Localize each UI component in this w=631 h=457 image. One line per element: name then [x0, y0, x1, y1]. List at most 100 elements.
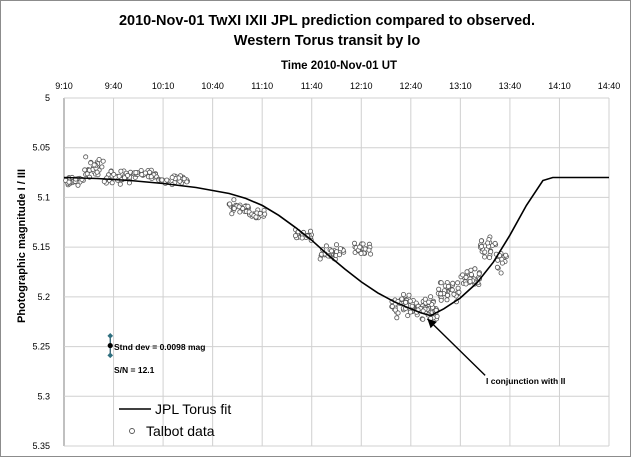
- tick-labels: 9:10 9:40 10:10 10:40 11:10 11:40 12:10 12:40 13…: [32, 81, 620, 451]
- data-point: [395, 310, 401, 316]
- data-point: [405, 313, 411, 319]
- data-point: [231, 197, 237, 203]
- data-point: [503, 252, 509, 258]
- data-point: [111, 171, 117, 177]
- data-point: [96, 156, 102, 162]
- data-points: [63, 154, 509, 322]
- data-point: [456, 289, 462, 295]
- y-tick-label: 5.05: [32, 143, 50, 153]
- x-tick-label: 13:10: [449, 81, 472, 91]
- data-point: [237, 209, 243, 215]
- data-point: [366, 247, 372, 253]
- data-point: [394, 315, 400, 321]
- x-tick-label: 9:10: [55, 81, 73, 91]
- data-point: [117, 181, 123, 187]
- x-tick-label: 14:10: [548, 81, 571, 91]
- data-point: [126, 180, 132, 186]
- data-point: [82, 167, 88, 173]
- data-point: [445, 283, 451, 289]
- data-point: [358, 250, 364, 256]
- arrow-shaft: [426, 318, 486, 376]
- data-point: [488, 249, 494, 255]
- data-point: [357, 244, 363, 250]
- x-tick-label: 11:10: [251, 81, 273, 91]
- x-tick-label: 12:10: [350, 81, 373, 91]
- data-point: [407, 309, 413, 315]
- data-point: [94, 169, 100, 175]
- data-point: [455, 285, 461, 291]
- x-tick-label: 13:40: [499, 81, 522, 91]
- data-point: [333, 242, 339, 248]
- data-point: [438, 291, 444, 297]
- data-point: [116, 173, 122, 179]
- data-point: [253, 214, 259, 220]
- data-point: [478, 243, 484, 249]
- legend-label-data: Talbot data: [146, 423, 215, 439]
- data-point: [118, 168, 124, 174]
- data-point: [108, 168, 114, 174]
- data-point: [262, 211, 268, 217]
- data-point: [148, 174, 154, 180]
- data-point: [460, 272, 466, 278]
- data-point: [99, 164, 105, 170]
- y-tick-label: 5.15: [32, 242, 50, 252]
- error-bar-cap-bottom: [107, 352, 114, 359]
- data-point: [337, 246, 343, 252]
- data-point: [436, 286, 442, 292]
- data-point: [498, 270, 504, 276]
- data-point: [360, 241, 366, 247]
- data-point: [231, 205, 237, 211]
- data-point: [455, 280, 461, 286]
- data-point: [159, 177, 165, 183]
- data-point: [368, 251, 374, 257]
- chart-title: 2010-Nov-01 TwXI IXII JPL prediction com…: [119, 13, 535, 29]
- data-point: [428, 294, 434, 300]
- error-bar-center: [107, 342, 113, 349]
- data-point: [467, 278, 473, 284]
- x-tick-label: 10:40: [201, 81, 224, 91]
- legend: JPL Torus fit Talbot data: [119, 401, 231, 439]
- data-point: [406, 292, 412, 298]
- y-tick-label: 5.3: [37, 391, 50, 401]
- data-point: [494, 264, 500, 270]
- x-tick-label: 12:40: [400, 81, 423, 91]
- x-tick-label: 9:40: [105, 81, 123, 91]
- data-point: [236, 204, 242, 210]
- data-point: [426, 299, 432, 305]
- data-point: [449, 287, 455, 293]
- data-point: [450, 280, 456, 286]
- grid: [63, 97, 610, 447]
- data-point: [438, 280, 444, 286]
- data-point: [66, 179, 72, 185]
- y-tick-label: 5.35: [32, 441, 50, 451]
- std-dev-label: Stnd dev = 0.0098 mag: [114, 342, 205, 352]
- data-point: [438, 297, 444, 303]
- data-point: [142, 170, 148, 176]
- error-bar: [107, 333, 114, 359]
- data-point: [451, 291, 457, 297]
- data-point: [91, 162, 97, 168]
- data-point: [83, 154, 89, 160]
- data-point: [307, 228, 313, 234]
- data-point: [351, 240, 357, 246]
- data-point: [101, 178, 107, 184]
- data-point: [181, 176, 187, 182]
- data-point: [444, 297, 450, 303]
- data-point: [292, 233, 298, 239]
- conjunction-arrow: [426, 318, 486, 376]
- data-point: [109, 180, 115, 186]
- data-point: [133, 170, 139, 176]
- data-point: [399, 296, 405, 302]
- data-point: [422, 296, 428, 302]
- data-point: [299, 235, 305, 241]
- legend-marker-swatch: [129, 428, 135, 434]
- data-point: [184, 179, 190, 185]
- data-point: [434, 313, 440, 319]
- data-point: [323, 243, 329, 249]
- data-point: [392, 307, 398, 313]
- data-point: [482, 249, 488, 255]
- y-tick-label: 5.1: [37, 192, 50, 202]
- data-point: [389, 303, 395, 309]
